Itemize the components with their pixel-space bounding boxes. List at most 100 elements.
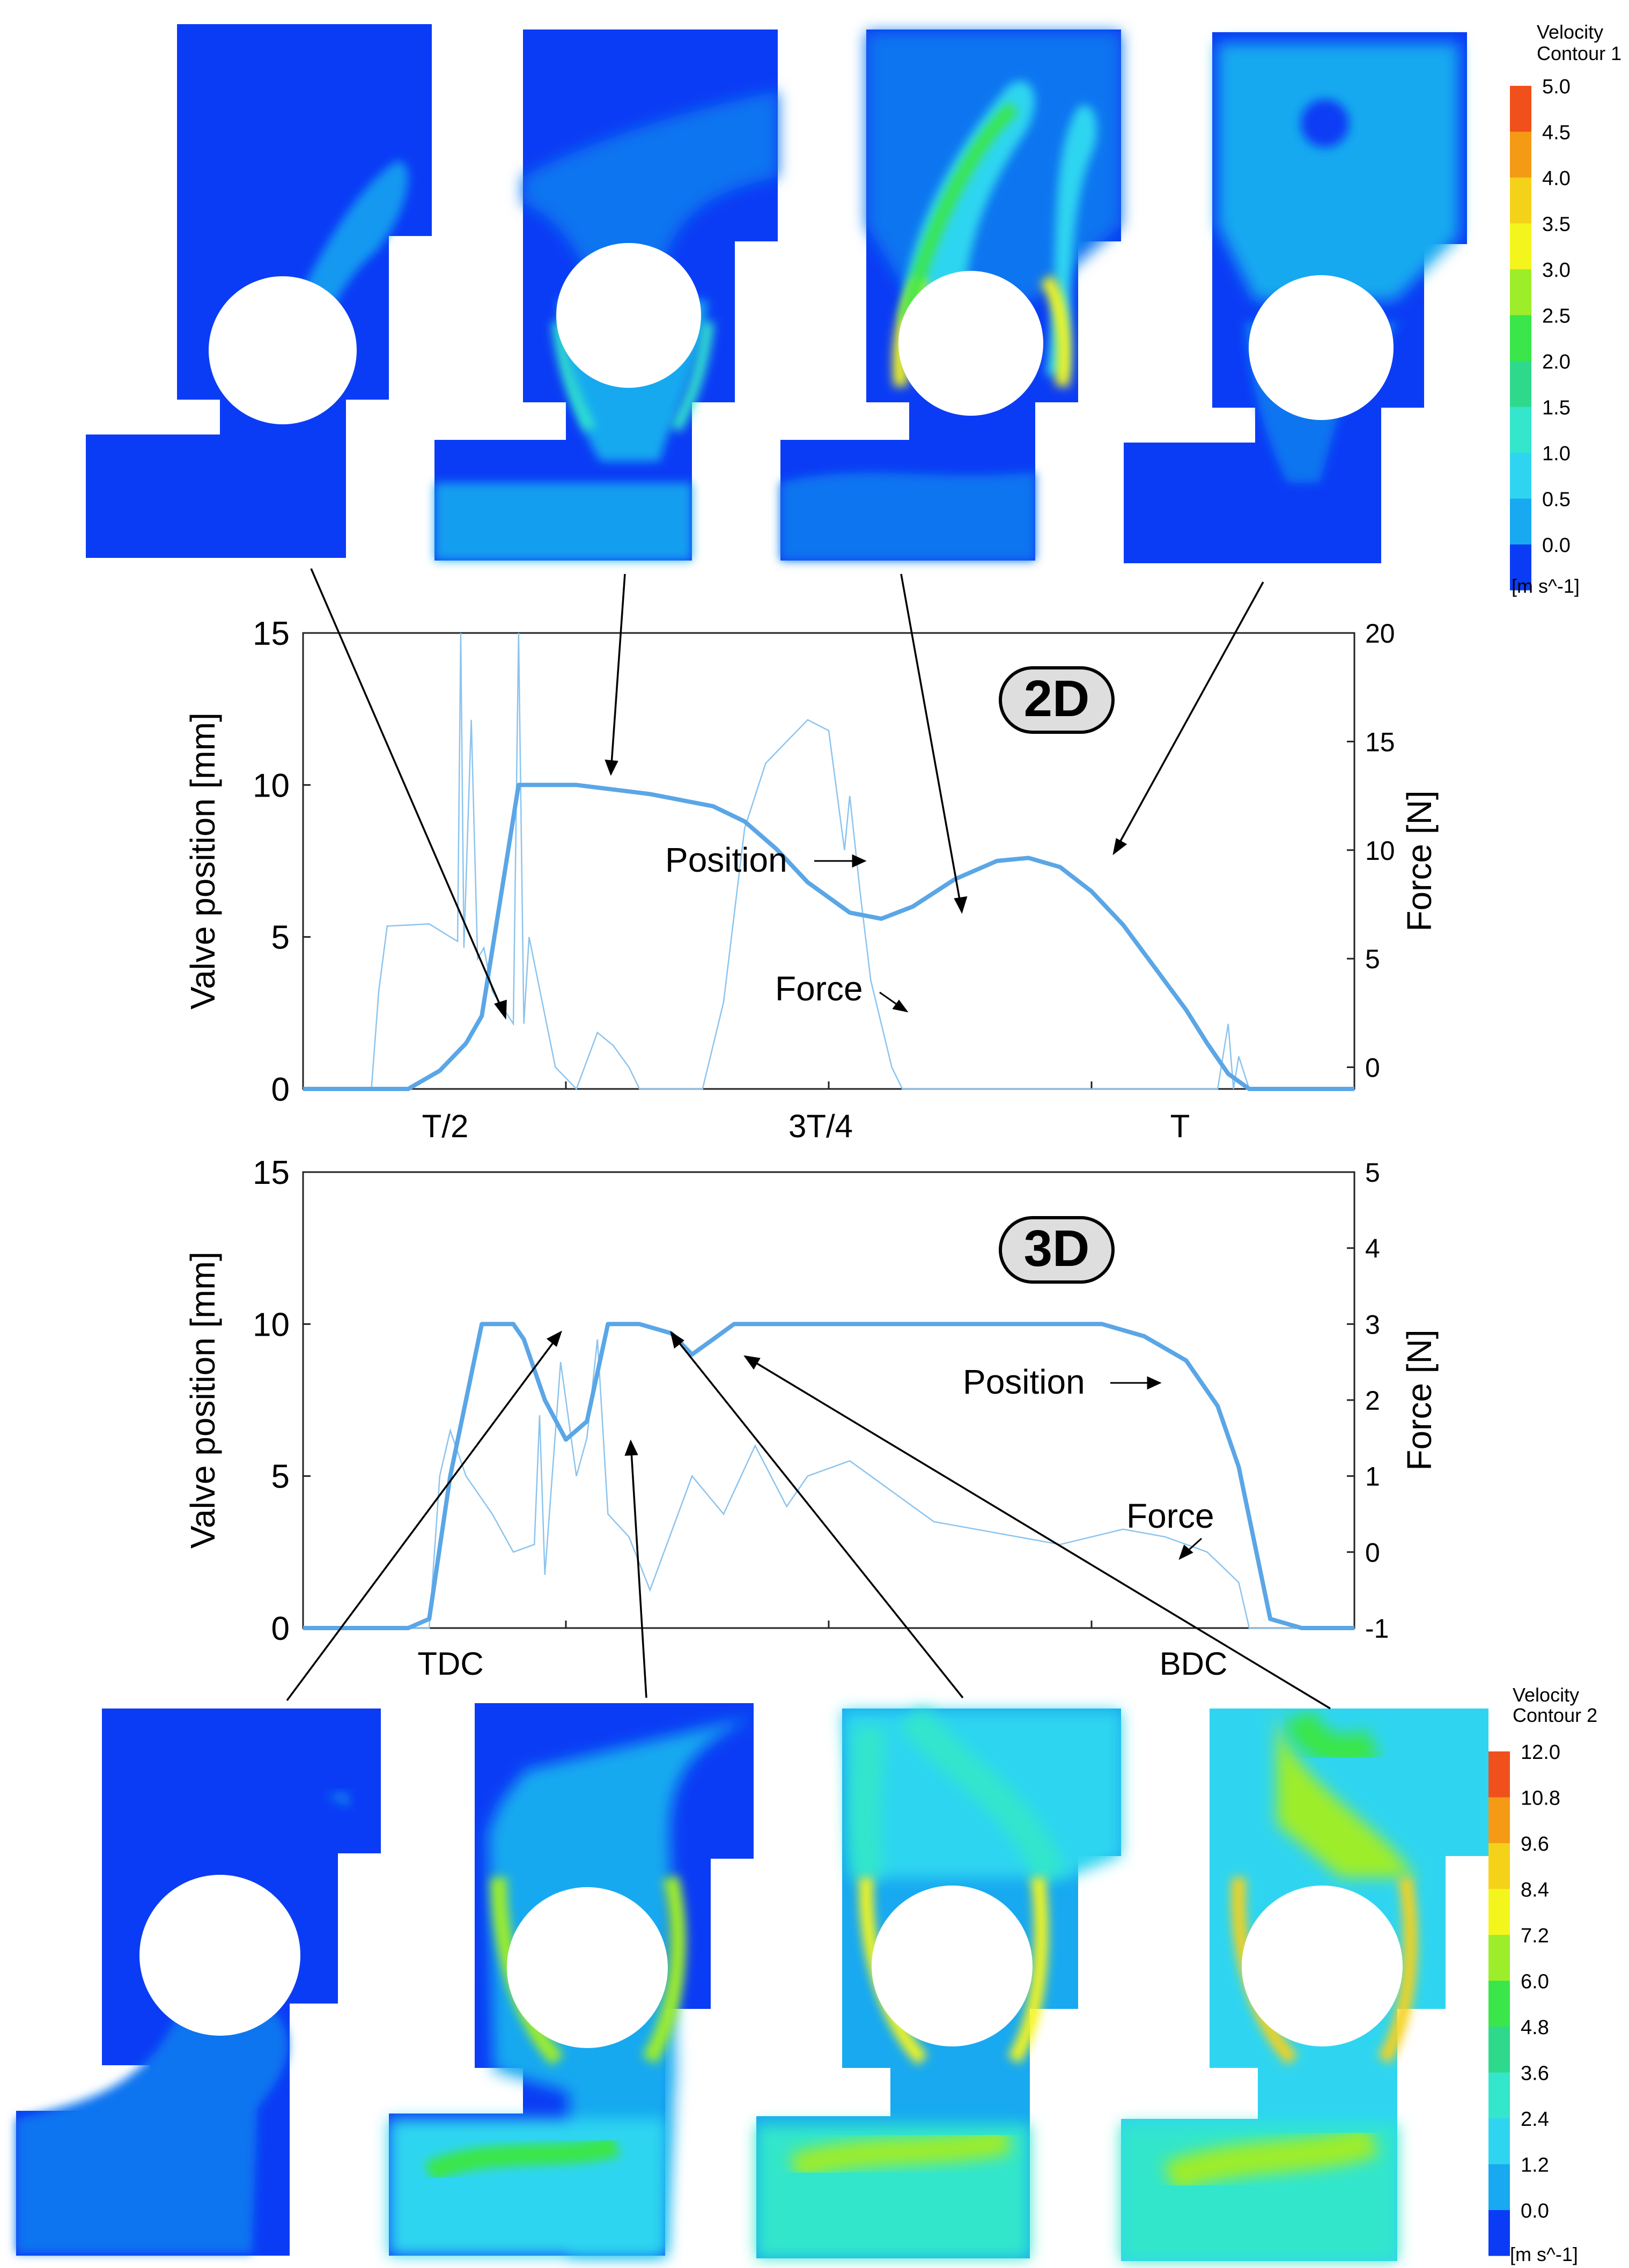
- colorbar-segment: [1510, 407, 1531, 453]
- badge-2d: [999, 666, 1115, 734]
- y-tick-label: 15: [253, 1154, 290, 1191]
- force-line: [303, 632, 1354, 1091]
- annotation-position: Position: [963, 1363, 1085, 1401]
- y2-axis-label: Force [N]: [1400, 1329, 1439, 1470]
- colorbar-segment: [1488, 2072, 1510, 2118]
- colorbar-segment: [1488, 2118, 1510, 2164]
- legend-top-subtitle: Contour 1: [1537, 42, 1621, 64]
- contour-panel-bottom-2: [389, 1703, 754, 2256]
- legend-top-level: 5.0: [1542, 76, 1571, 98]
- y-tick-label: 10: [253, 1306, 290, 1343]
- legend-bottom-level: 2.4: [1521, 2108, 1549, 2131]
- colorbar-segment: [1488, 1889, 1510, 1935]
- plot-frame: [302, 1171, 1355, 1629]
- chart-2d-y2-tick-labels: 0 5 10 15 20: [1365, 618, 1395, 1083]
- chart-2d-x-tick-labels: T/2 3T/4 T: [422, 1108, 1190, 1144]
- y2-tick-label: 3: [1365, 1309, 1380, 1339]
- colorbar-segment: [1510, 453, 1531, 499]
- valve-ball-icon: [1242, 1886, 1403, 2046]
- colorbar-segment: [1510, 315, 1531, 361]
- legend-top-level: 1.0: [1542, 443, 1571, 465]
- contour-panel-bottom-3: [756, 1706, 1121, 2258]
- legend-bottom-level: 6.0: [1521, 1971, 1549, 1993]
- contour-panel-top-4: [1124, 32, 1467, 563]
- legend-bottom-colorbar: [1488, 1751, 1510, 2256]
- x-tick-label: TDC: [417, 1646, 483, 1682]
- y2-tick-label: 0: [1365, 1053, 1380, 1083]
- legend-bottom-level: 4.8: [1521, 2016, 1549, 2039]
- colorbar-segment: [1488, 1980, 1510, 2027]
- chart-3d-force-series: [303, 1339, 1354, 1629]
- annotation-force: Force: [775, 969, 863, 1008]
- chart-2d-force-series: [303, 632, 1354, 1091]
- badge-2d-label: 2D: [1024, 670, 1090, 727]
- colorbar-segment: [1488, 1797, 1510, 1843]
- legend-bottom-level: 0.0: [1521, 2200, 1549, 2222]
- legend-bottom-level: 12.0: [1521, 1741, 1560, 1764]
- legend-top-level: 2.0: [1542, 351, 1571, 373]
- legend-top-level: 3.0: [1542, 259, 1571, 282]
- legend-top-level: 4.5: [1542, 122, 1571, 144]
- colorbar-segment: [1488, 1935, 1510, 1981]
- valve-ball-icon: [1249, 275, 1394, 420]
- colorbar-segment: [1510, 361, 1531, 407]
- y2-tick-label: 15: [1365, 727, 1395, 757]
- annotation-force: Force: [1126, 1497, 1214, 1535]
- y2-tick-label: -1: [1365, 1614, 1389, 1644]
- valve-ball-icon: [139, 1875, 300, 2036]
- annotation-arrows-3d: [1110, 1376, 1203, 1560]
- valve-ball-icon: [209, 276, 357, 424]
- valve-ball-icon: [556, 243, 701, 388]
- legend-top-level: 3.5: [1542, 213, 1571, 236]
- y-tick-label: 10: [253, 767, 290, 804]
- colorbar-segment: [1510, 544, 1531, 591]
- colorbar-segment: [1510, 498, 1531, 544]
- colorbar-segment: [1510, 86, 1531, 132]
- chart-3d-ticks: [303, 1171, 1354, 1629]
- contour-panel-bottom-4: [1121, 1709, 1488, 2261]
- force-line: [303, 1339, 1354, 1629]
- valve-ball-icon: [898, 271, 1043, 416]
- y-tick-label: 15: [253, 615, 290, 652]
- y-tick-label: 5: [271, 919, 290, 956]
- position-line: [303, 783, 1354, 1091]
- x-tick-label: T: [1170, 1108, 1190, 1144]
- chart-3d-x-tick-labels: TDC BDC: [417, 1646, 1227, 1682]
- y-axis-label: Valve position [mm]: [183, 1251, 222, 1549]
- legend-top-colorbar: [1510, 86, 1531, 591]
- legend-bottom-level: 1.2: [1521, 2154, 1549, 2177]
- annotation-arrows-2d: [814, 854, 909, 1013]
- contour-panel-top-1: [86, 24, 432, 558]
- y2-tick-label: 10: [1365, 836, 1395, 866]
- x-tick-label: 3T/4: [788, 1108, 853, 1144]
- legend-bottom: Velocity Contour 2 12.0 10.8 9.6 8.4 7.2…: [1488, 1684, 1597, 2265]
- legend-top: Velocity Contour 1 5.0 4.5 4.0 3.5 3.0 2…: [1510, 21, 1621, 597]
- legend-top-level: 4.0: [1542, 167, 1571, 190]
- y2-tick-label: 5: [1365, 1158, 1380, 1188]
- colorbar-segment: [1488, 1751, 1510, 1798]
- legend-top-level: 1.5: [1542, 397, 1571, 419]
- y2-tick-label: 5: [1365, 944, 1380, 974]
- legend-bottom-title: Velocity: [1513, 1684, 1579, 1706]
- colorbar-segment: [1488, 2027, 1510, 2073]
- y-axis-label: Valve position [mm]: [183, 712, 222, 1010]
- chart-2d-position-series: [303, 783, 1354, 1091]
- legend-top-title: Velocity: [1537, 21, 1603, 43]
- contour-panel-top-2: [434, 30, 778, 561]
- contour-panel-bottom-1: [16, 1709, 381, 2256]
- y-tick-label: 0: [271, 1071, 290, 1108]
- colorbar-segment: [1510, 269, 1531, 315]
- valve-ball-icon: [872, 1886, 1033, 2046]
- connector-arrows: [286, 568, 1331, 1710]
- legend-bottom-level: 9.6: [1521, 1833, 1549, 1855]
- chart-2d-y-tick-labels: 0 5 10 15: [253, 615, 290, 1108]
- valve-ball-icon: [507, 1887, 668, 2048]
- legend-bottom-unit: [m s^-1]: [1510, 2243, 1578, 2265]
- y2-tick-label: 0: [1365, 1537, 1380, 1567]
- y2-tick-label: 2: [1365, 1386, 1380, 1416]
- y2-tick-label: 20: [1365, 618, 1395, 649]
- badge-3d-label: 3D: [1024, 1220, 1090, 1277]
- colorbar-segment: [1510, 131, 1531, 178]
- y2-tick-label: 4: [1365, 1234, 1380, 1264]
- legend-bottom-level: 3.6: [1521, 2063, 1549, 2085]
